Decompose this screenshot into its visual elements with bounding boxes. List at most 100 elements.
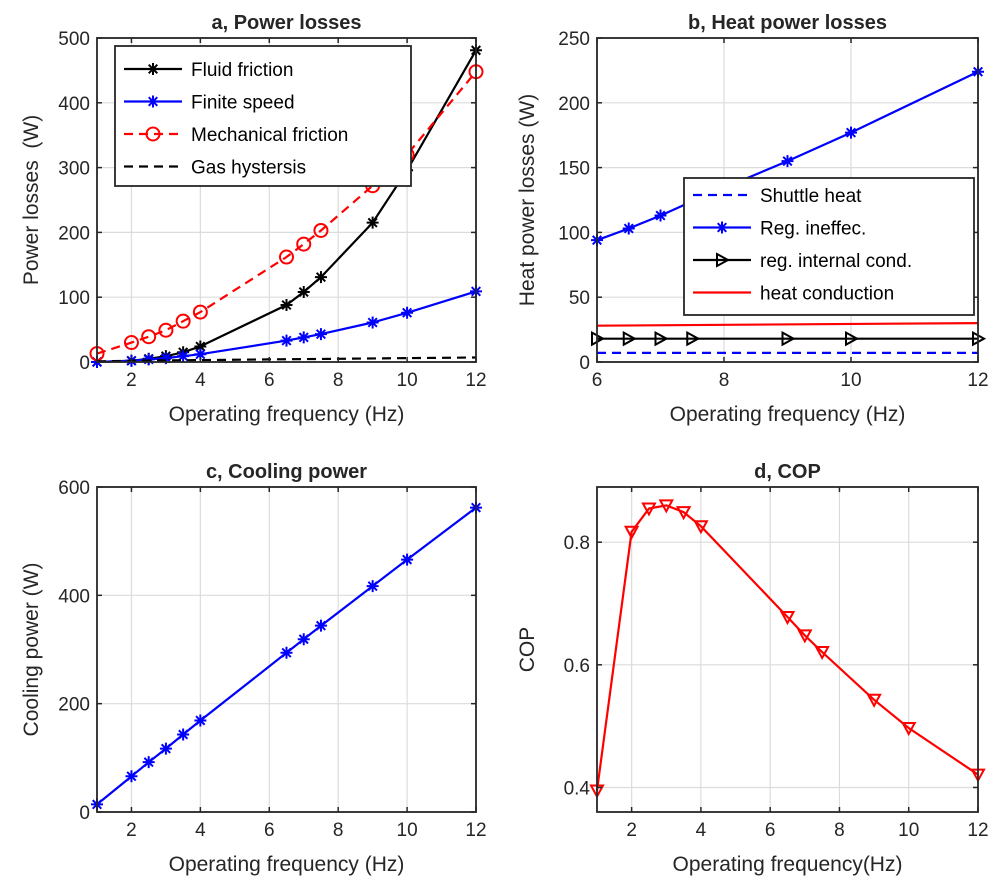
legend-entry: reg. internal cond. — [693, 251, 912, 272]
chart-panel-3: 2 4 6 8 10 12 0 200 400 600 c, Cooling power Operat… — [20, 461, 487, 876]
data-point-marker — [781, 330, 796, 347]
x-tick-label: 4 — [195, 370, 206, 391]
x-axis-label: Operating frequency (Hz) — [670, 403, 906, 426]
x-tick-label: 10 — [397, 370, 418, 391]
data-point-marker — [314, 619, 327, 632]
legend: Shuttle heat Reg. ineffec. reg. internal c… — [683, 177, 975, 316]
axes-box — [596, 486, 979, 813]
legend-label: Finite speed — [191, 93, 295, 114]
y-tick-label: 200 — [58, 223, 90, 244]
data-point-marker — [297, 331, 310, 344]
y-tick-label: 150 — [558, 159, 590, 180]
series-4 — [596, 322, 979, 327]
legend-label: Shuttle heat — [760, 186, 862, 207]
chart-panel-1: 2 4 6 8 10 12 0 100 200 300 400 500 a, Power losses O… — [20, 12, 487, 426]
y-axis-label: COP — [516, 627, 539, 673]
x-tick-label: 12 — [465, 820, 486, 841]
axes-box — [96, 37, 477, 363]
data-point-marker — [313, 222, 329, 238]
data-point-marker — [814, 645, 830, 661]
data-point-marker — [622, 222, 635, 235]
x-tick-label: 2 — [126, 370, 137, 391]
legend-marker — [145, 126, 161, 142]
y-tick-label: 0 — [579, 353, 590, 374]
x-tick-label: 4 — [696, 820, 707, 841]
y-tick-label: 300 — [58, 159, 90, 180]
y-tick-label: 100 — [58, 288, 90, 309]
data-point-marker — [901, 721, 917, 737]
legend-entry: Shuttle heat — [693, 186, 862, 207]
x-tick-label: 6 — [264, 820, 275, 841]
legend-entry: Fluid friction — [124, 60, 293, 81]
data-point-marker — [779, 611, 796, 626]
y-tick-label: 0.8 — [564, 533, 590, 554]
y-tick-label: 250 — [558, 29, 590, 50]
data-point-marker — [401, 306, 414, 319]
legend-label: Gas hystersis — [191, 158, 306, 179]
x-axis-label: Operating frequency (Hz) — [169, 403, 405, 426]
series-line — [596, 322, 979, 327]
data-point-marker — [280, 334, 293, 347]
data-point-marker — [159, 742, 172, 755]
legend-entry: Gas hystersis — [124, 158, 306, 179]
y-tick-label: 0 — [79, 353, 90, 374]
y-tick-label: 200 — [558, 94, 590, 115]
data-point-marker — [141, 329, 157, 345]
legend-marker — [716, 221, 728, 234]
x-tick-label: 4 — [195, 820, 206, 841]
y-tick-label: 500 — [58, 29, 90, 50]
plot-area — [597, 487, 978, 812]
y-tick-label: 400 — [58, 94, 90, 115]
x-tick-label: 12 — [465, 370, 486, 391]
data-point-marker — [280, 298, 293, 311]
data-point-marker — [175, 313, 191, 329]
x-tick-label: 2 — [126, 820, 137, 841]
data-point-marker — [366, 580, 379, 593]
chart-panel-4: 2 4 6 8 10 12 0.4 0.6 0.8 d, COP Operating frequen… — [516, 461, 989, 876]
data-point-marker — [177, 350, 190, 363]
x-axis-label: Operating frequency(Hz) — [673, 853, 903, 876]
chart-title: a, Power losses — [211, 12, 361, 34]
x-tick-label: 12 — [967, 370, 988, 391]
data-point-marker — [641, 502, 657, 517]
data-point-marker — [279, 249, 294, 265]
data-point-marker — [845, 330, 860, 347]
data-point-marker — [159, 352, 172, 365]
data-point-marker — [158, 322, 174, 338]
y-axis-label: Heat power losses (W) — [516, 94, 539, 306]
x-tick-label: 10 — [898, 820, 919, 841]
data-point-marker — [675, 506, 692, 521]
x-tick-label: 6 — [592, 370, 603, 391]
legend-label: Reg. ineffec. — [760, 219, 866, 240]
data-point-marker — [297, 286, 310, 299]
data-point-marker — [314, 271, 327, 284]
data-point-marker — [797, 629, 813, 644]
data-point-marker — [194, 714, 207, 727]
chart-title: d, COP — [754, 461, 821, 483]
x-tick-label: 8 — [333, 820, 344, 841]
x-tick-label: 10 — [840, 370, 861, 391]
legend: Fluid friction Finite speed Mechanical fri… — [114, 45, 412, 187]
legend-label: Fluid friction — [191, 60, 293, 81]
data-point-marker — [366, 216, 379, 229]
chart-panel-2: 6 8 10 12 0 50 100 150 200 250 b, Heat power losse… — [516, 12, 989, 426]
data-point-marker — [142, 756, 155, 769]
legend-marker — [147, 63, 159, 75]
legend-entry: Reg. ineffec. — [693, 219, 866, 240]
y-axis-label: Power losses (W) — [20, 115, 43, 285]
data-point-marker — [623, 525, 640, 540]
data-point-marker — [366, 316, 379, 329]
data-point-marker — [125, 770, 138, 783]
series-line — [595, 504, 979, 791]
x-tick-label: 8 — [834, 820, 845, 841]
data-point-marker — [845, 126, 857, 139]
x-tick-label: 2 — [626, 820, 637, 841]
axes-box — [596, 37, 979, 363]
y-tick-label: 400 — [58, 586, 90, 607]
data-point-marker — [693, 520, 709, 535]
data-point-marker — [658, 499, 674, 514]
data-point-marker — [194, 340, 207, 353]
x-tick-label: 8 — [719, 370, 730, 391]
data-point-marker — [401, 553, 414, 566]
